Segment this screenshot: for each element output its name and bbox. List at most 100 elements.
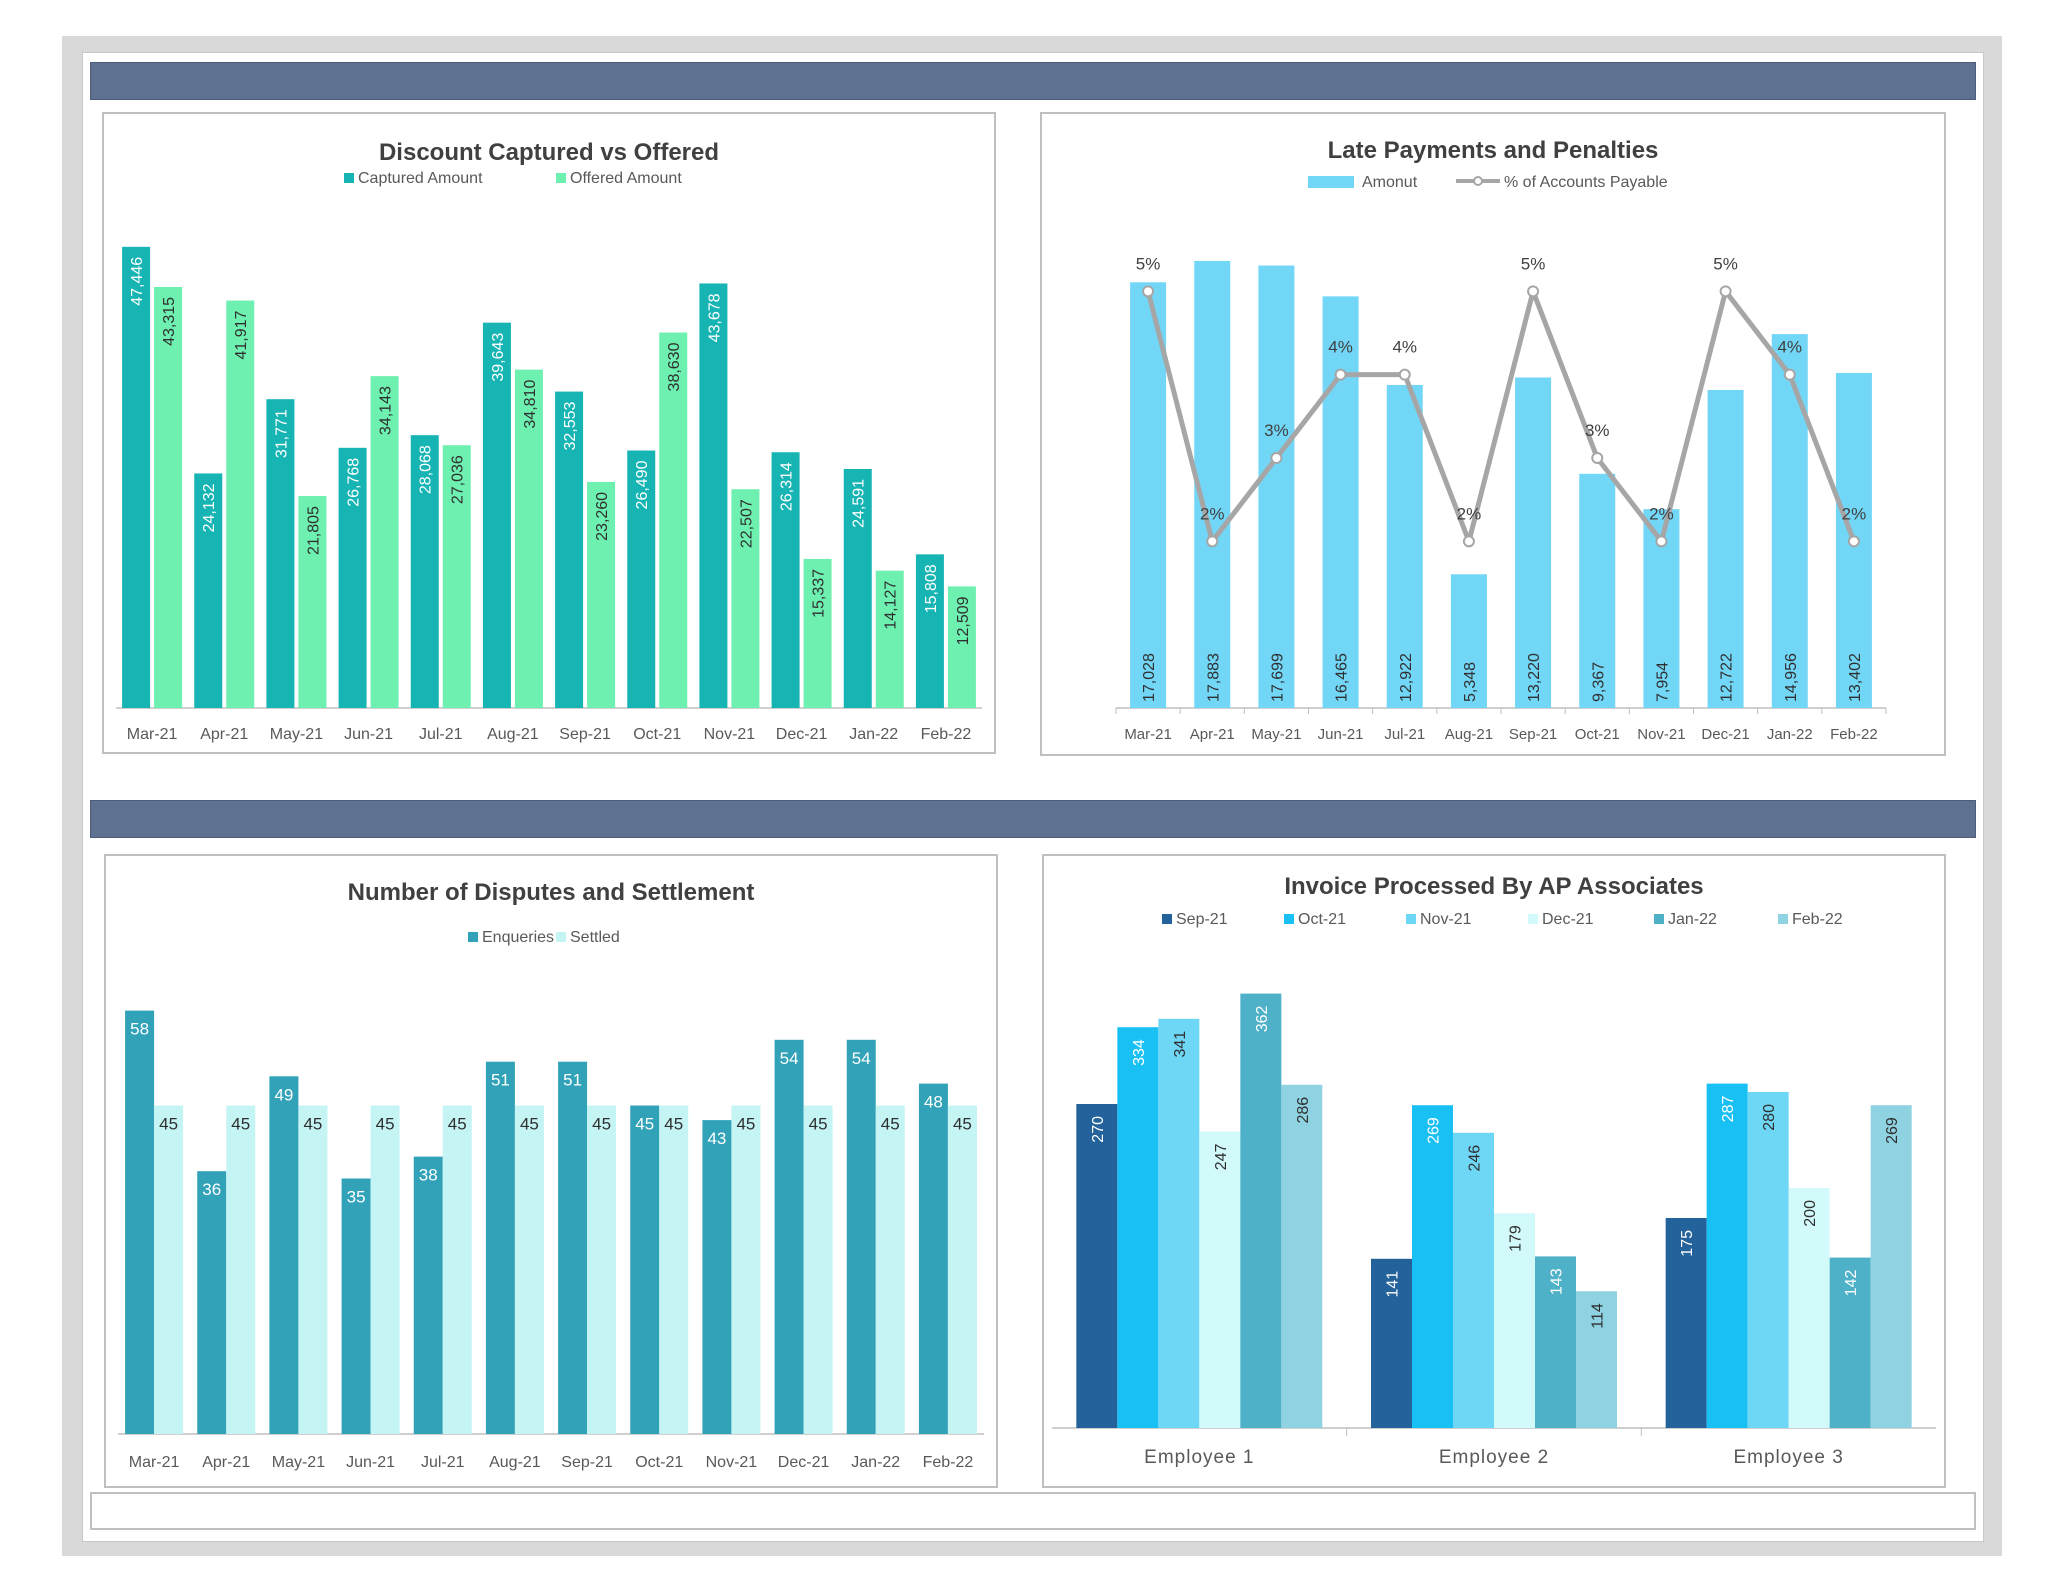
bar	[442, 445, 471, 708]
line-point	[1847, 535, 1860, 548]
line-point	[1334, 368, 1347, 381]
bar	[659, 1105, 689, 1434]
data-label: 27,036	[450, 455, 467, 504]
data-label: 45	[448, 1115, 467, 1134]
bar	[731, 1105, 761, 1434]
x-tick-label: Jun-21	[346, 1454, 395, 1471]
bar	[1829, 1257, 1871, 1428]
data-label: 17,883	[1205, 653, 1222, 702]
bar	[482, 322, 511, 708]
x-tick-label: Dec-21	[776, 726, 828, 743]
bar	[558, 1061, 588, 1434]
x-tick-label: Dec-21	[1701, 726, 1749, 743]
bar	[413, 1156, 443, 1434]
line-point	[1591, 452, 1604, 464]
data-label: 114	[1590, 1303, 1607, 1329]
bar	[947, 586, 976, 708]
line-label: 5%	[1521, 254, 1546, 273]
footer-bar	[90, 1492, 1976, 1530]
bar	[1386, 384, 1423, 708]
x-tick-label: Jul-21	[421, 1454, 465, 1471]
bar	[442, 1105, 472, 1434]
x-tick-label: Mar-21	[1124, 726, 1172, 743]
bar	[1576, 1291, 1617, 1428]
data-label: 45	[303, 1115, 322, 1134]
x-tick-label: May-21	[270, 726, 323, 743]
x-tick-label: Feb-22	[1830, 726, 1878, 743]
data-label: 24,591	[851, 479, 868, 528]
chart-title: Invoice Processed By AP Associates	[1284, 873, 1703, 900]
data-label: 28,068	[418, 445, 435, 494]
bar	[803, 1105, 833, 1434]
data-label: 15,808	[923, 564, 940, 613]
bar	[370, 1105, 400, 1434]
x-tick-label: Employee 3	[1733, 1447, 1843, 1468]
data-label: 45	[592, 1115, 611, 1134]
data-label: 14,127	[883, 581, 900, 630]
data-label: 43,678	[706, 293, 723, 342]
bar	[1450, 574, 1487, 708]
data-label: 269	[1426, 1117, 1443, 1144]
legend-swatch	[1654, 914, 1664, 924]
bar	[1665, 1218, 1707, 1428]
data-label: 54	[852, 1049, 871, 1068]
data-label: 49	[274, 1085, 293, 1104]
bar	[947, 1105, 977, 1434]
bar	[269, 1076, 299, 1434]
data-label: 43,315	[161, 297, 178, 346]
series-line	[1145, 288, 1857, 544]
legend-label: Amonut	[1362, 174, 1418, 191]
data-label: 15,337	[811, 569, 828, 618]
data-label: 45	[881, 1115, 900, 1134]
line-point	[1783, 368, 1796, 381]
x-tick-label: Jul-21	[419, 726, 463, 743]
bar	[1076, 1104, 1118, 1428]
data-label: 16,465	[1334, 653, 1351, 702]
bar	[298, 496, 327, 708]
panel-disputes: Number of Disputes and Settlement Enqueri…	[104, 854, 998, 1488]
x-tick-label: Nov-21	[706, 1454, 758, 1471]
bar	[1771, 334, 1808, 708]
data-label: 45	[635, 1115, 654, 1134]
bar	[154, 286, 183, 708]
line-label: 2%	[1649, 504, 1674, 523]
line-label: 4%	[1777, 338, 1802, 357]
x-tick-label: Sep-21	[561, 1454, 613, 1471]
bar	[875, 1105, 905, 1434]
bar	[370, 376, 399, 708]
bar	[1117, 1027, 1159, 1428]
bar	[1194, 260, 1231, 708]
bar	[1158, 1018, 1200, 1428]
legend-label: Dec-21	[1542, 911, 1594, 928]
line-label: 3%	[1264, 421, 1289, 440]
x-tick-label: Oct-21	[1575, 726, 1620, 743]
legend-label: Oct-21	[1298, 911, 1346, 928]
bar	[122, 246, 151, 708]
legend-label: Settled	[570, 929, 620, 946]
bar	[1494, 1213, 1535, 1428]
invoice-chart: Invoice Processed By AP Associates Sep-21…	[1052, 873, 1936, 1468]
line-point	[1398, 368, 1411, 381]
bar	[485, 1061, 515, 1434]
chart-title: Late Payments and Penalties	[1328, 137, 1659, 164]
x-tick-label: Apr-21	[200, 726, 248, 743]
data-label: 45	[736, 1115, 755, 1134]
data-label: 17,699	[1269, 653, 1286, 702]
data-label: 23,260	[594, 492, 611, 541]
x-tick-label: Nov-21	[704, 726, 756, 743]
data-label: 247	[1213, 1144, 1230, 1171]
legend-swatch	[1778, 914, 1788, 924]
legend-swatch	[1528, 914, 1538, 924]
panel-invoice: Invoice Processed By AP Associates Sep-21…	[1042, 854, 1946, 1488]
data-label: 22,507	[738, 499, 755, 548]
x-tick-label: Mar-21	[129, 1454, 180, 1471]
data-label: 269	[1884, 1117, 1901, 1144]
legend-swatch	[556, 173, 566, 183]
data-label: 36	[202, 1180, 221, 1199]
x-tick-label: Feb-22	[921, 726, 972, 743]
bar	[699, 283, 728, 708]
data-label: 34,143	[378, 386, 395, 435]
line-point	[1142, 285, 1155, 298]
data-label: 45	[231, 1115, 250, 1134]
data-label: 38	[419, 1166, 438, 1185]
